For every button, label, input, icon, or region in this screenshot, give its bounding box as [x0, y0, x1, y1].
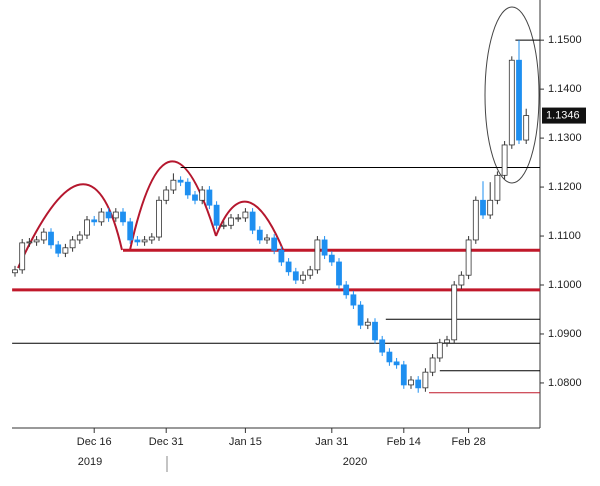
- candle-body: [192, 194, 198, 201]
- candle-body: [62, 247, 69, 254]
- candle-body: [33, 239, 40, 243]
- candle-body: [480, 199, 486, 216]
- candle-body: [393, 361, 400, 366]
- candle-body: [271, 237, 278, 251]
- candle-body: [523, 115, 530, 141]
- right-shoulder-arc: [215, 200, 285, 253]
- last-price-label: 1.1346: [546, 109, 580, 121]
- x-tick-label: Feb 14: [387, 436, 421, 448]
- candle-body: [141, 239, 148, 243]
- highlight-ellipse: [484, 6, 540, 184]
- candle-body: [228, 217, 234, 226]
- x-tick-label: Jan 31: [315, 436, 348, 448]
- candle-body: [292, 271, 299, 281]
- candle-body: [26, 241, 33, 244]
- candle-body: [249, 211, 256, 231]
- last-price-box: [542, 107, 586, 124]
- x-tick-label: Dec 16: [77, 436, 112, 448]
- candle-body: [206, 189, 213, 206]
- candle-body: [134, 239, 141, 243]
- candle-body: [501, 144, 508, 176]
- candle-body: [84, 219, 90, 236]
- candle-body: [465, 239, 472, 276]
- candle-body: [170, 179, 177, 191]
- candle-body: [127, 221, 134, 241]
- candle-body: [350, 294, 357, 306]
- candle-body: [364, 321, 371, 326]
- candle-body: [422, 371, 429, 389]
- candle-body: [256, 229, 263, 241]
- candle-body: [336, 261, 342, 286]
- y-tick-label: 1.0900: [548, 328, 582, 340]
- year-label: 2020: [343, 456, 367, 468]
- candle-body: [508, 59, 515, 146]
- y-tick-label: 1.1100: [548, 230, 581, 242]
- left-shoulder-arc: [17, 183, 123, 269]
- candle-body: [163, 189, 170, 201]
- y-tick-label: 1.1200: [548, 181, 582, 193]
- candle-body: [444, 339, 450, 344]
- x-tick-label: Dec 31: [149, 436, 184, 448]
- candle-body: [213, 204, 220, 226]
- candle-body: [321, 239, 328, 256]
- candle-body: [19, 242, 26, 271]
- candle-body: [199, 189, 206, 201]
- candle-body: [69, 239, 76, 249]
- y-tick-label: 1.1000: [548, 279, 582, 291]
- candle-body: [242, 211, 249, 219]
- candle-body: [278, 249, 285, 263]
- candle-body: [357, 304, 364, 326]
- candle-body: [314, 239, 321, 271]
- candle-body: [264, 237, 270, 241]
- candle-body: [436, 342, 443, 359]
- candle-body: [408, 379, 414, 386]
- candle-body: [285, 261, 292, 273]
- candle-body: [40, 231, 47, 241]
- candle-body: [372, 321, 378, 341]
- x-tick-label: Feb 28: [451, 436, 485, 448]
- candle-body: [12, 269, 18, 274]
- candle-body: [148, 236, 155, 241]
- candle-body: [328, 254, 335, 263]
- candle-body: [386, 351, 393, 363]
- candle-body: [415, 379, 422, 389]
- candle-body: [472, 199, 479, 241]
- candle-body: [112, 211, 119, 219]
- candle-body: [177, 179, 184, 183]
- candle-body: [220, 224, 227, 227]
- candle-body: [91, 219, 98, 223]
- candle-body: [184, 181, 191, 196]
- candle-body: [48, 231, 54, 246]
- head-arc: [129, 160, 217, 251]
- y-tick-label: 1.1500: [548, 34, 582, 46]
- candle-body: [105, 211, 112, 219]
- y-tick-label: 1.0800: [548, 377, 582, 389]
- candle-body: [487, 199, 494, 216]
- candle-body: [451, 284, 458, 341]
- year-label: 2019: [78, 456, 102, 468]
- candle-body: [235, 217, 242, 220]
- candle-body: [494, 174, 501, 201]
- candle-body: [379, 339, 386, 353]
- y-tick-label: 1.1400: [548, 83, 582, 95]
- candle-body: [300, 274, 306, 281]
- y-tick-label: 1.1300: [548, 132, 582, 144]
- candle-body: [343, 284, 350, 296]
- candle-body: [429, 357, 436, 373]
- candle-body: [156, 199, 162, 238]
- candle-body: [307, 269, 314, 276]
- candle-body: [55, 244, 62, 254]
- candle-body: [120, 211, 126, 223]
- x-tick-label: Jan 15: [229, 436, 262, 448]
- candle-body: [516, 59, 522, 141]
- candle-body: [76, 234, 83, 241]
- candle-body: [98, 211, 105, 223]
- candle-body: [400, 364, 407, 386]
- candle-body: [458, 274, 465, 286]
